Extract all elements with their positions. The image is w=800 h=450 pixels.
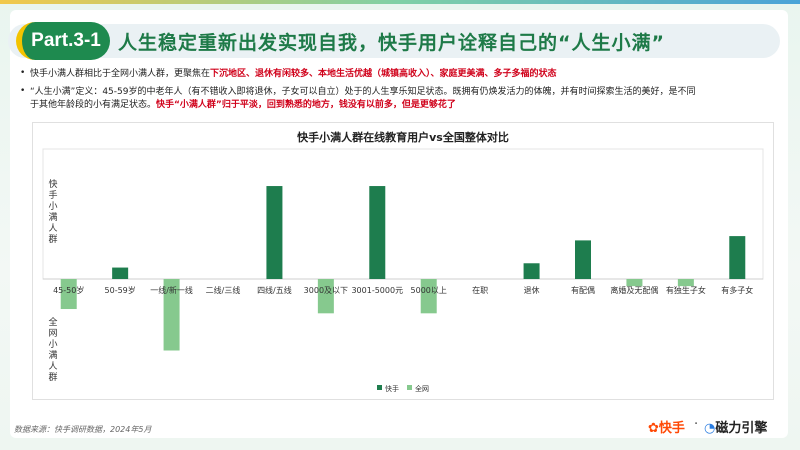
cili-logo-text: 磁力引擎 [715,421,768,436]
bullet-2-text: “人生小满”定义：45-59岁的中老年人（有不错收入即将退休，子女可以自立）处于… [30,87,696,97]
page-title: 人生稳定重新出发实现自我，快手用户诠释自己的“人生小满” [118,32,665,54]
bullet-1: 快手小满人群相比于全网小满人群，更聚焦在下沉地区、退休有闲较多、本地生活优越（城… [30,68,557,81]
logo-separator: · [694,417,699,432]
kuaishou-logo-text: 快手 [658,421,685,436]
cili-engine-logo: ◔磁力引擎 [704,417,767,436]
top-accent-strip [0,0,800,4]
legend-label-quanwang: 全网 [415,384,429,393]
category-label: 退休 [524,285,540,295]
category-label: 5000以上 [411,286,447,295]
category-label: 50-59岁 [105,285,136,295]
bar-kuaishou [112,267,129,279]
legend-swatch-kuaishou [377,385,382,390]
legend-label-kuaishou: 快手 [385,384,399,393]
bullet-1-text: 快手小满人群相比于全网小满人群，更聚焦在 [30,69,211,79]
category-label: 3000及以下 [304,286,348,295]
chart-container: 快手小满人群在线教育用户vs全国整体对比 快手小满人群 全网小满人群 45-50岁 5… [32,122,774,400]
bar-quanwang [420,279,437,314]
bullet-dot: • [20,86,26,96]
category-label: 二线/三线 [206,285,241,295]
category-label: 在职 [472,285,488,295]
bullet-2-highlight: 快手“小满人群”归于平淡，回到熟悉的地方，钱没有以前多，但是更够花了 [156,100,456,110]
chart-title: 快手小满人群在线教育用户vs全国整体对比 [297,131,509,144]
bar-quanwang [163,279,180,351]
header-bar [8,24,780,58]
bullet-dot: • [20,68,26,78]
bar-quanwang [626,279,643,287]
part-badge: Part.3-1 [16,22,110,60]
bar-kuaishou [729,236,746,279]
category-label: 3001-5000元 [351,286,403,295]
category-label: 有配偶 [571,285,595,295]
category-label: 有独生子女 [666,285,706,295]
bar-kuaishou [266,186,283,279]
bar-quanwang [60,279,77,310]
bar-quanwang [677,279,694,287]
upper-plot-area [42,148,764,280]
bar-kuaishou [523,263,540,279]
bullet-2: “人生小满”定义：45-59岁的中老年人（有不错收入即将退休，子女可以自立）处于… [30,86,695,99]
bar-kuaishou [575,240,591,279]
category-label: 有多子女 [721,285,753,295]
bar-quanwang [317,279,334,314]
bullet-2-cont-text: 于其他年龄段的小有满足状态。 [30,100,157,110]
category-label: 45-50岁 [53,285,84,295]
category-label: 离婚及无配偶 [610,285,658,295]
data-source-note: 数据来源：快手调研数据，2024年5月 [14,425,152,434]
category-label: 一线/新一线 [150,285,193,295]
upper-axis-label: 快手小满人群 [48,178,57,245]
lower-axis-label: 全网小满人群 [48,316,57,383]
kuaishou-logo: ✿快手 [648,417,685,436]
bullet-1-highlight: 下沉地区、退休有闲较多、本地生活优越（城镇高收入）、家庭更美满、多子多福的状态 [210,69,557,79]
legend-swatch-quanwang [407,385,412,390]
category-label: 四线/五线 [257,285,292,295]
bar-kuaishou [369,186,386,279]
bullet-2-cont: 于其他年龄段的小有满足状态。快手“小满人群”归于平淡，回到熟悉的地方，钱没有以前… [30,99,456,112]
kuaishou-logo-icon: ✿ [648,421,659,436]
cili-logo-icon: ◔ [704,421,716,436]
